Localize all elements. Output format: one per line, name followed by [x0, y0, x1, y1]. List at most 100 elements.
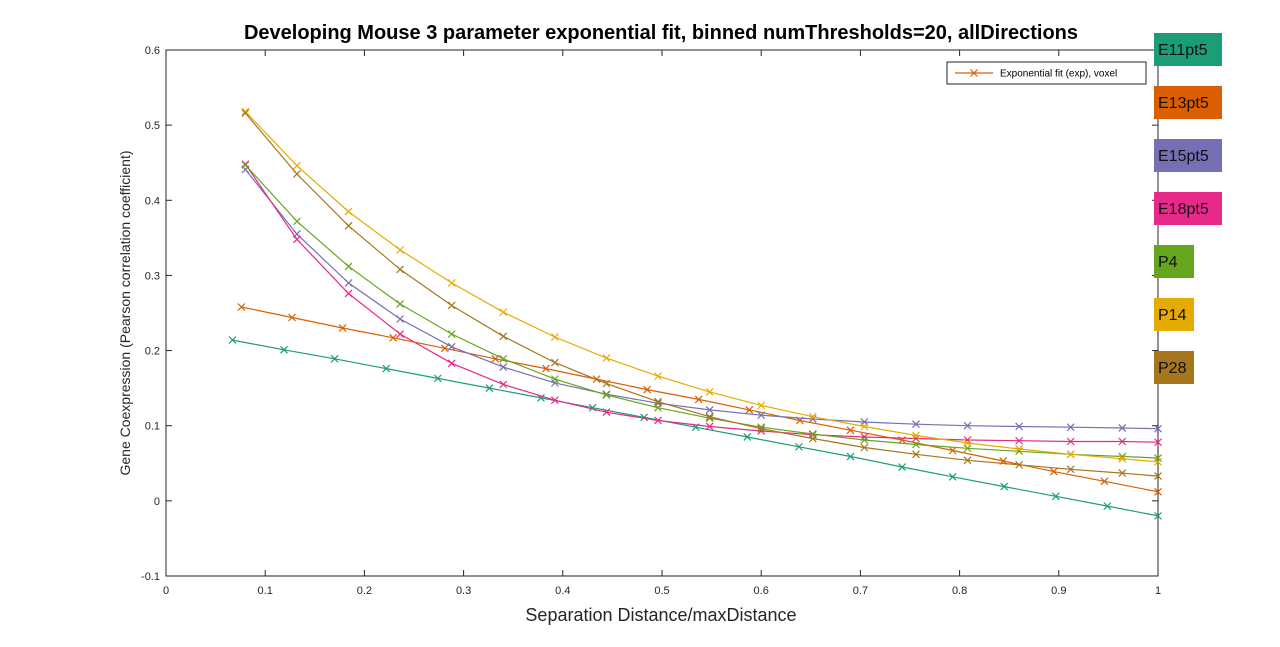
side-label-box	[1154, 86, 1222, 119]
data-point	[654, 416, 662, 425]
side-label-P28: P28	[1154, 351, 1194, 384]
data-point	[550, 333, 559, 341]
data-point	[898, 463, 906, 471]
data-point	[705, 387, 714, 396]
data-point	[1154, 424, 1162, 433]
data-point	[344, 221, 353, 230]
data-point	[1118, 424, 1127, 432]
side-label-box	[1154, 33, 1222, 66]
data-point	[794, 442, 803, 451]
data-point	[912, 431, 920, 440]
data-point	[1100, 477, 1109, 486]
data-point	[447, 301, 456, 310]
data-point	[499, 332, 508, 341]
data-point	[860, 443, 869, 452]
data-point	[602, 408, 611, 417]
data-point	[241, 107, 250, 116]
y-tick-label: 0.5	[145, 120, 160, 132]
series-E13pt5	[237, 303, 1162, 496]
data-point	[542, 364, 550, 373]
data-point	[396, 330, 405, 338]
data-point	[396, 300, 405, 308]
data-point	[447, 359, 456, 368]
data-point	[396, 315, 405, 323]
series-P28	[241, 109, 1162, 480]
data-point	[640, 413, 649, 422]
data-point	[1066, 465, 1075, 474]
data-point	[860, 422, 869, 431]
y-tick-label: 0.2	[145, 346, 160, 358]
x-tick-label: 0.9	[1051, 585, 1066, 597]
data-point	[396, 245, 405, 254]
data-point	[396, 265, 405, 274]
data-point	[241, 161, 250, 169]
data-point	[705, 412, 714, 421]
data-point	[1066, 450, 1075, 459]
y-tick-label: 0.6	[145, 45, 160, 57]
data-point	[1118, 469, 1127, 477]
data-point	[705, 406, 714, 414]
data-point	[654, 397, 662, 406]
side-label-text: P4	[1158, 254, 1178, 271]
data-point	[963, 421, 972, 430]
data-point	[1154, 487, 1162, 496]
data-point	[293, 170, 301, 178]
side-label-E13pt5: E13pt5	[1154, 86, 1222, 119]
x-tick-label: 0.2	[357, 585, 372, 597]
y-tick-label: 0.4	[145, 195, 160, 207]
data-point	[846, 452, 855, 461]
side-label-text: P14	[1158, 307, 1187, 324]
data-point	[912, 450, 920, 459]
x-tick-label: 0.3	[456, 585, 471, 597]
data-point	[1066, 437, 1075, 446]
data-point	[293, 161, 301, 170]
data-point	[485, 384, 494, 393]
data-point	[1049, 467, 1058, 476]
data-point	[1154, 511, 1162, 520]
data-point	[344, 207, 353, 216]
data-point	[241, 109, 250, 118]
data-point	[440, 344, 449, 353]
plot-area: 0 0.1 0.2 0.3 0.4 0.5 0.6 0.7 0.8 0.9 1-0.100.10.2…	[141, 45, 1162, 597]
data-point	[1015, 445, 1024, 453]
data-point	[1051, 492, 1060, 501]
data-point	[808, 412, 817, 421]
data-point	[288, 313, 296, 322]
x-tick-label: 0.1	[258, 585, 273, 597]
legend-box	[946, 61, 1147, 85]
y-tick-label: 0	[154, 496, 160, 508]
data-point	[1154, 454, 1162, 462]
data-point	[330, 354, 339, 363]
data-point	[1118, 454, 1127, 463]
series-E11pt5	[228, 336, 1162, 520]
data-point	[1066, 423, 1075, 432]
data-point	[846, 426, 855, 435]
data-point	[433, 374, 442, 383]
data-point	[550, 396, 559, 405]
series-P14	[241, 107, 1162, 466]
data-point	[447, 342, 456, 351]
data-point	[1015, 460, 1024, 469]
x-tick-label: 0.4	[555, 585, 570, 597]
data-point	[745, 406, 754, 414]
x-tick-label: 0.7	[853, 585, 868, 597]
x-axis-label: Separation Distance/maxDistance	[525, 605, 796, 625]
side-label-text: E13pt5	[1158, 95, 1209, 112]
x-tick-label: 0.6	[754, 585, 769, 597]
data-point	[643, 385, 652, 394]
side-label-box	[1154, 192, 1222, 225]
data-point	[550, 375, 559, 384]
data-point	[743, 433, 752, 441]
data-point	[602, 379, 611, 388]
side-label-text: E18pt5	[1158, 201, 1209, 218]
data-point	[499, 380, 508, 389]
data-point	[948, 446, 957, 455]
data-point	[694, 395, 703, 404]
side-label-E15pt5: E15pt5	[1154, 139, 1222, 172]
data-point	[338, 324, 347, 332]
data-point	[912, 440, 920, 449]
data-point	[344, 262, 353, 271]
side-label-text: P28	[1158, 360, 1187, 377]
chart-title: Developing Mouse 3 parameter exponential…	[244, 22, 1078, 44]
data-point	[948, 472, 957, 481]
